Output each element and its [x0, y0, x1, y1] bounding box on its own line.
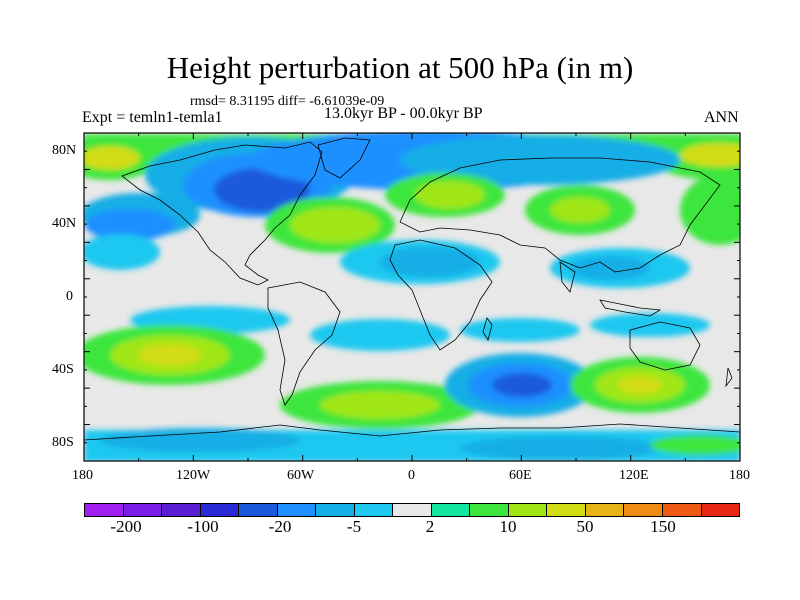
lon-tick-label-120e: 120E	[619, 468, 649, 483]
lon-tick-label-60e: 60E	[509, 468, 532, 483]
colorbar-swatch	[123, 504, 163, 516]
colorbar-swatch	[508, 504, 548, 516]
season-label: ANN	[704, 109, 739, 126]
colorbar-label: 150	[650, 517, 676, 536]
colorbar-swatch	[701, 504, 740, 516]
lon-tick-label-180e: 180	[729, 468, 750, 483]
colorbar-swatch	[662, 504, 702, 516]
lat-tick-label-0: 0	[66, 289, 73, 304]
colorbar-swatch	[162, 504, 201, 516]
colorbar-swatch	[354, 504, 394, 516]
lat-tick-label-40n: 40N	[52, 216, 77, 231]
colorbar-label: -200	[110, 517, 142, 536]
colorbar-swatch	[239, 504, 278, 516]
axis-ticks	[83, 132, 741, 462]
colorbar-swatch	[277, 504, 317, 516]
lat-tick-label-40s: 40S	[52, 362, 74, 377]
colorbar-swatch	[624, 504, 663, 516]
lon-tick-label-180w: 180	[72, 468, 93, 483]
colorbar-swatch	[585, 504, 625, 516]
colorbar-label: 50	[576, 517, 594, 536]
lon-tick-label-60w: 60W	[287, 468, 315, 483]
lat-tick-label-80s: 80S	[52, 435, 74, 450]
lon-tick-label-120w: 120W	[176, 468, 211, 483]
colorbar-swatch	[431, 504, 471, 516]
colorbar-swatch	[470, 504, 509, 516]
colorbar-swatch	[547, 504, 586, 516]
lat-tick-label-80n: 80N	[52, 143, 77, 158]
period-label: 13.0kyr BP - 00.0kyr BP	[324, 105, 483, 122]
colorbar-label: -5	[346, 517, 362, 536]
contour-field	[84, 133, 740, 461]
colorbar-label: -100	[187, 517, 219, 536]
colorbar-label: 10	[499, 517, 517, 536]
plot-title: Height perturbation at 500 hPa (in m)	[166, 50, 634, 85]
lon-tick-label-0: 0	[408, 468, 415, 483]
coastlines	[84, 137, 740, 441]
stats-text: rmsd= 8.31195 diff= -6.61039e-09	[190, 94, 385, 109]
colorbar-swatch	[85, 504, 124, 516]
colorbar-label: -20	[268, 517, 292, 536]
colorbar-label: 2	[425, 517, 435, 536]
experiment-label: Expt = temln1-temla1	[82, 109, 223, 126]
colorbar-swatch	[200, 504, 240, 516]
colorbar-swatch	[393, 504, 432, 516]
colorbar-swatch	[316, 504, 355, 516]
colorbar	[84, 503, 740, 517]
